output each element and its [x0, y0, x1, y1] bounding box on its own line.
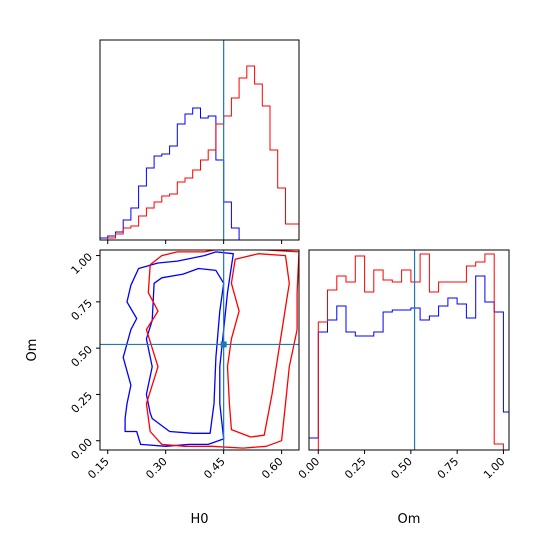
- om-ytick-label: 1.00: [69, 250, 96, 277]
- om-ytick-label: 0.25: [69, 389, 96, 416]
- om-histogram-plot: [309, 250, 509, 450]
- h0-tick-label: 0.15: [85, 455, 112, 482]
- contour-blue-outer: [122, 251, 234, 447]
- om-tick-label: 0.50: [388, 455, 415, 482]
- om-histogram-blue: [309, 275, 509, 450]
- truth-marker: [220, 341, 227, 348]
- om-y-axis-label: Om: [25, 339, 40, 362]
- h0-histogram-red: [100, 65, 299, 240]
- om-ytick-label: 0.75: [69, 297, 96, 324]
- om-tick-label: 0.25: [342, 455, 369, 482]
- contour-blue-inner: [145, 267, 225, 434]
- contour-red-outer: [145, 250, 299, 449]
- h0-histogram-blue: [100, 107, 299, 240]
- om-tick-label: 1.00: [481, 455, 508, 482]
- om-tick-label: 0.00: [296, 455, 323, 482]
- h0-axis-label: H0: [190, 512, 208, 527]
- h0-tick-label: 0.45: [201, 455, 228, 482]
- om-tick-label: 0.75: [435, 455, 462, 482]
- om-histogram-frame: [308, 249, 510, 451]
- om-ytick-label: 0.00: [69, 436, 96, 463]
- h0-histogram-plot: [100, 40, 299, 240]
- h0-tick-label: 0.60: [259, 455, 286, 482]
- contour-frame: [99, 249, 300, 451]
- h0-tick-label: 0.30: [143, 455, 170, 482]
- h0-om-contour-plot: [100, 250, 299, 450]
- om-axis-label: Om: [398, 512, 421, 527]
- contour-red-inner: [226, 253, 290, 438]
- om-ytick-label: 0.50: [69, 343, 96, 370]
- om-histogram-red: [309, 253, 509, 450]
- h0-histogram-frame: [99, 39, 300, 241]
